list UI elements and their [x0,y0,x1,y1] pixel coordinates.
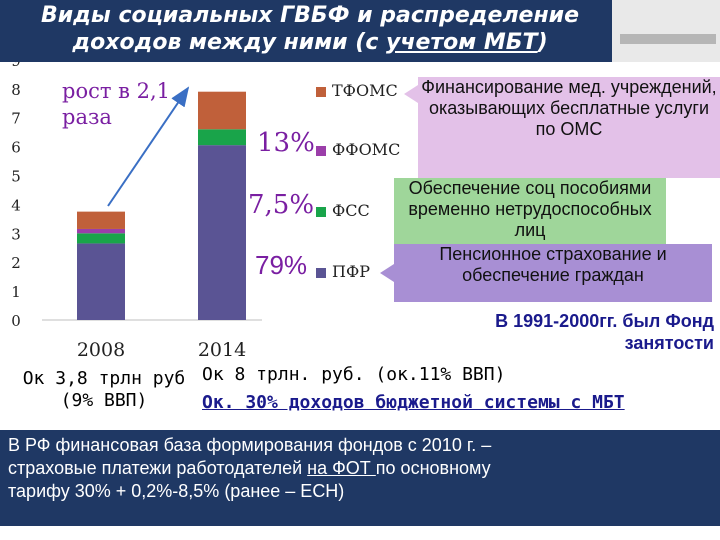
legend-swatch-pfr [316,267,326,278]
bar-segment-2008 [77,211,125,229]
legend-item-fss: ФСС [316,201,370,220]
y-tick-label: 1 [11,283,21,301]
legend-swatch-tfoms [316,86,326,97]
callout-fss-text: Обеспечение соц пособиями временно нетру… [408,178,652,240]
y-tick-label: 7 [11,110,21,128]
bottom-line-1: В РФ финансовая база формирования фондов… [8,435,492,455]
y-tick-label: 8 [11,81,21,99]
growth-arrow [107,86,190,207]
bottom-line-2-post: по основному [375,458,491,478]
y-tick-label: 5 [11,168,21,186]
percent-label-tfoms: 13% [257,128,315,158]
caption-2008: Ок 3,8 трлн руб (9% ВВП) [4,368,204,412]
bottom-line-2-underlined: на ФОТ [307,458,376,478]
growth-note: рост в 2,1 раза [62,79,171,129]
bar-segment-2008 [77,233,125,244]
y-tick-label: 3 [11,225,21,243]
bar-segment-2014 [198,145,246,320]
bottom-banner: В РФ финансовая база формирования фондов… [0,430,720,526]
y-tick-label: 2 [11,254,21,272]
legend-item-tfoms: ТФОМС [316,81,398,100]
title-line-1: Виды социальных ГВБФ и распределение [40,3,580,28]
y-tick-label: 6 [11,139,21,157]
y-tick-label: 0 [11,312,21,330]
caption-2014-line-1: Ок 8 трлн. руб. (ок.11% ВВП) [202,364,506,385]
percent-label-fss: 7,5% [248,190,315,220]
bar-segment-2014 [198,129,246,146]
callout-tfoms-text: Финансирование мед. учреждений, оказываю… [421,77,717,139]
legend-label-ffoms: ФФОМС [332,140,401,159]
bottom-line-3: тарифу 30% + 0,2%-8,5% (ранее – ЕСН) [8,481,345,501]
fund-note: В 1991-2000гг. был Фонд занятости [495,311,714,353]
y-tick-label: 4 [11,196,21,214]
legend-swatch-ffoms [316,145,326,156]
callout-pfr-text: Пенсионное страхование и обеспечение гра… [439,244,667,285]
legend-label-pfr: ПФР [332,262,370,281]
legend-swatch-fss [316,206,326,217]
title-line-2-post: ) [537,30,548,55]
bottom-line-2-pre: страховые платежи работодателей [8,458,308,478]
x-tick-label: 2008 [77,339,125,361]
legend-item-ffoms: ФФОМС [316,140,400,159]
title-banner: Виды социальных ГВБФ и распределение дох… [0,0,612,62]
percent-label-pfr: 79% [255,250,308,280]
legend-label-tfoms: ТФОМС [332,81,398,100]
bar-segment-2008 [77,228,125,234]
decorative-corner [612,0,720,62]
bar-segment-2014 [198,91,246,130]
caption-2008-line-1: Ок 3,8 трлн руб [22,368,186,389]
bottom-line-2: страховые платежи работодателей на ФОТ п… [8,457,712,480]
callout-tfoms: Финансирование мед. учреждений, оказываю… [404,77,720,178]
legend-label-fss: ФСС [332,201,370,220]
title-line-2-underlined: учетом МБТ [386,30,538,55]
callout-fss: Обеспечение соц пособиями временно нетру… [394,178,666,244]
callout-pfr: Пенсионное страхование и обеспечение гра… [380,244,712,302]
title-line-2-pre: доходов между ними (с [72,30,387,55]
legend-item-pfr: ПФР [316,262,370,281]
x-tick-label: 2014 [198,339,246,361]
caption-2008-line-2: (9% ВВП) [60,390,148,411]
title-line-2: доходов между ними (с учетом МБТ) [20,29,600,56]
bar-segment-2008 [77,243,125,320]
caption-2014-line-2: Ок. 30% доходов бюджетной системы с МБТ [202,392,625,413]
slide-title: Виды социальных ГВБФ и распределение дох… [20,2,600,56]
decorative-bar [620,34,716,44]
